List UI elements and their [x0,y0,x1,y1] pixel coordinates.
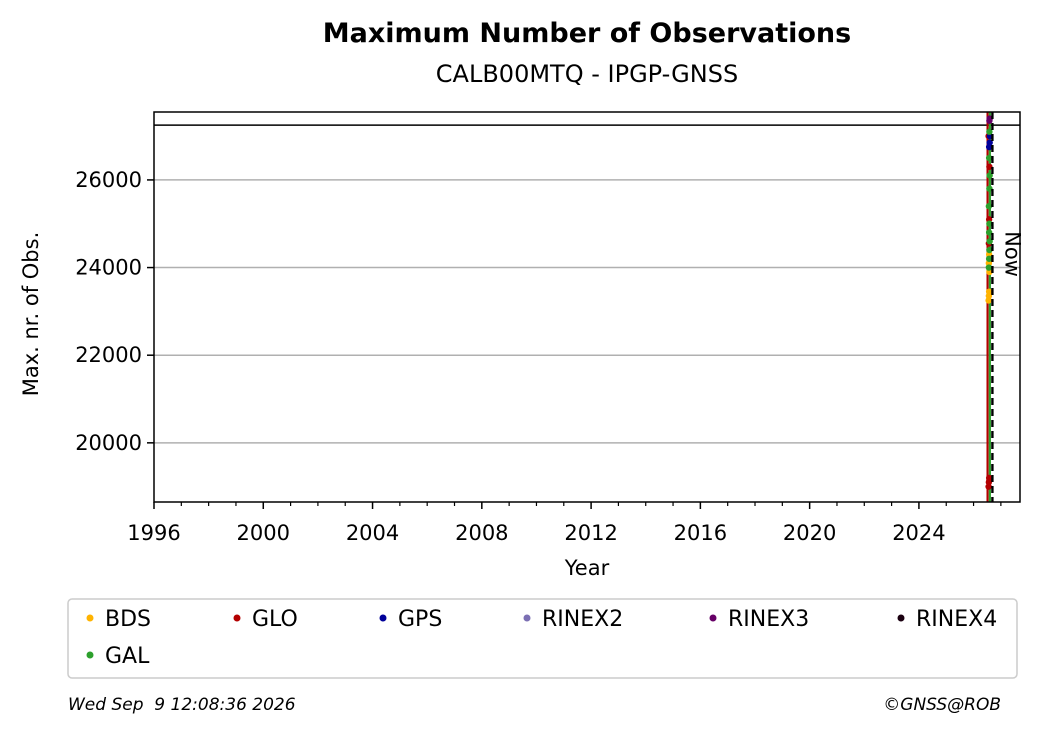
y-tick-label: 20000 [75,431,142,455]
footer-copyright: ©GNSS@ROB [883,695,1001,715]
y-tick-label: 26000 [75,168,142,192]
x-axis-ticks: 1996 2000 2004 2008 2012 2016 2020 2024 [127,502,1002,545]
legend-label-bds: BDS [105,607,151,632]
legend-label-rinex2: RINEX2 [542,607,623,632]
x-tick-label: 1996 [127,521,180,545]
legend-marker-gal [86,651,94,659]
point-glo [986,163,993,170]
point-bds [985,288,993,295]
y-tick-label: 24000 [75,256,142,280]
point-gal [985,255,993,262]
legend-label-glo: GLO [252,607,298,632]
point-gal [986,128,993,135]
y-axis-ticks: 20000 22000 24000 26000 [75,168,154,455]
point-gal [985,203,993,210]
x-tick-label: 2004 [346,521,399,545]
point-glo [986,476,993,484]
legend-marker-rinex3 [709,614,717,622]
legend-marker-rinex4 [897,614,905,622]
point-gal [985,154,993,162]
legend: BDS GLO GPS RINEX2 RINEX3 RINEX4 GAL [86,607,997,669]
grid-lines [154,179,1020,444]
y-axis-label: Max. nr. of Obs. [19,232,43,397]
x-tick-label: 2016 [674,521,727,545]
point-gal [986,185,993,192]
legend-label-rinex3: RINEX3 [728,607,809,632]
point-gal [985,229,993,236]
legend-box [67,598,1018,679]
chart-subtitle: CALB00MTQ - IPGP-GNSS [436,60,738,88]
legend-marker-gps [379,614,387,622]
footer-timestamp: Wed Sep 9 12:08:36 2026 [68,695,296,715]
x-tick-label: 2000 [237,521,290,545]
legend-marker-glo [233,614,241,622]
x-tick-label: 2020 [783,521,836,545]
chart-title: Maximum Number of Observations [323,18,851,49]
legend-label-rinex4: RINEX4 [916,607,997,632]
x-axis-label: Year [564,556,610,580]
y-tick-label: 22000 [75,343,142,367]
point-gal [986,246,993,254]
legend-label-gal: GAL [105,644,150,669]
point-gps [986,139,993,146]
legend-marker-rinex2 [523,614,531,622]
legend-marker-bds [86,614,94,622]
point-gal [985,264,993,271]
x-tick-label: 2012 [564,521,617,545]
x-tick-label: 2008 [455,521,508,545]
x-tick-label: 2024 [892,521,945,545]
now-label: Now [1000,231,1024,277]
plot-frame [153,111,1021,503]
point-gal [986,220,993,227]
legend-label-gps: GPS [398,607,442,632]
